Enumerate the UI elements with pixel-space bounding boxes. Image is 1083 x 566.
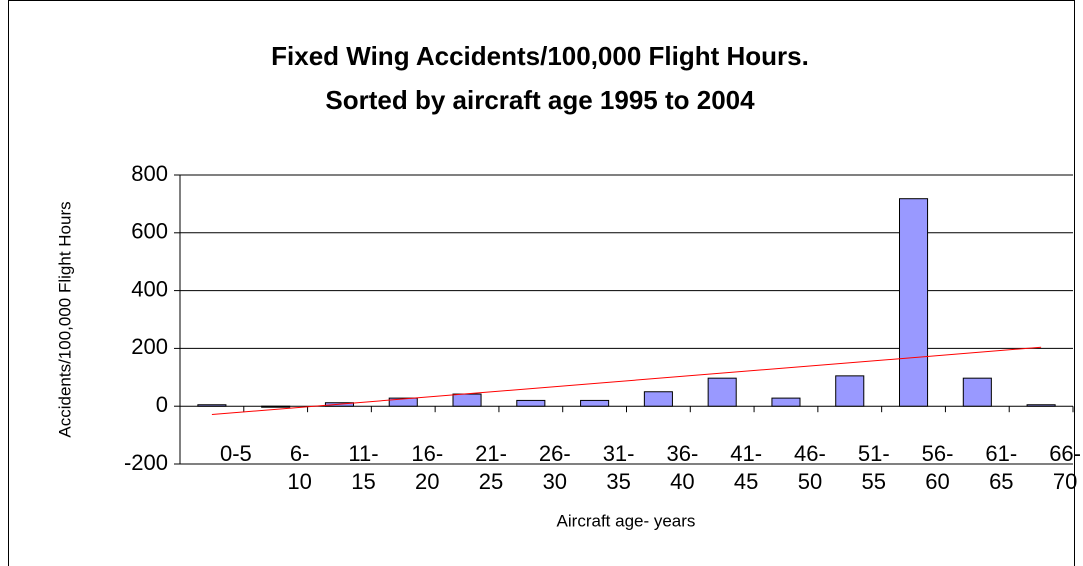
y-tick-label: 400 <box>131 276 168 301</box>
y-tick-label: 200 <box>131 334 168 359</box>
x-tick-label: 41-45 <box>730 441 763 494</box>
bar <box>899 198 929 407</box>
bar <box>516 399 546 407</box>
x-tick-label: 11-15 <box>348 441 379 494</box>
x-tick-label: 31-35 <box>602 441 635 494</box>
y-tick-label: 0 <box>156 392 168 417</box>
x-tick-label: 26-30 <box>538 441 571 494</box>
x-tick-label: 16-20 <box>411 441 444 494</box>
bar <box>261 405 291 408</box>
x-tick-label: 46-50 <box>794 441 826 494</box>
y-tick-label: 800 <box>131 161 168 186</box>
frame <box>8 0 1075 566</box>
bar <box>388 397 418 407</box>
bar <box>197 404 227 407</box>
bar <box>1026 404 1056 407</box>
bar <box>962 377 992 407</box>
chart-subtitle: Sorted by aircraft age 1995 to 2004 <box>325 85 755 115</box>
x-tick-label: 61-65 <box>985 441 1018 494</box>
bar <box>580 399 610 407</box>
x-axis-label: Aircraft age- years <box>557 511 696 530</box>
trendline <box>211 346 1042 416</box>
y-tick-label: -200 <box>124 450 168 475</box>
y-tick-label: 600 <box>131 219 168 244</box>
bar <box>835 375 865 407</box>
bar <box>643 391 673 407</box>
x-tick-label: 56-60 <box>921 441 954 494</box>
bar <box>452 393 482 407</box>
bar <box>707 377 737 407</box>
x-tick-label: 66-70 <box>1049 441 1081 494</box>
y-axis-label: Accidents/100,000 Flight Hours <box>55 201 75 438</box>
x-tick-label: 21-25 <box>475 441 507 494</box>
x-tick-label: 0-5 <box>219 441 252 466</box>
x-tick-label: 6-10 <box>287 441 312 494</box>
x-tick-label: 36-40 <box>666 441 699 494</box>
bar <box>771 397 801 407</box>
chart-title: Fixed Wing Accidents/100,000 Flight Hour… <box>271 41 809 71</box>
x-tick-label: 51-55 <box>857 441 890 494</box>
